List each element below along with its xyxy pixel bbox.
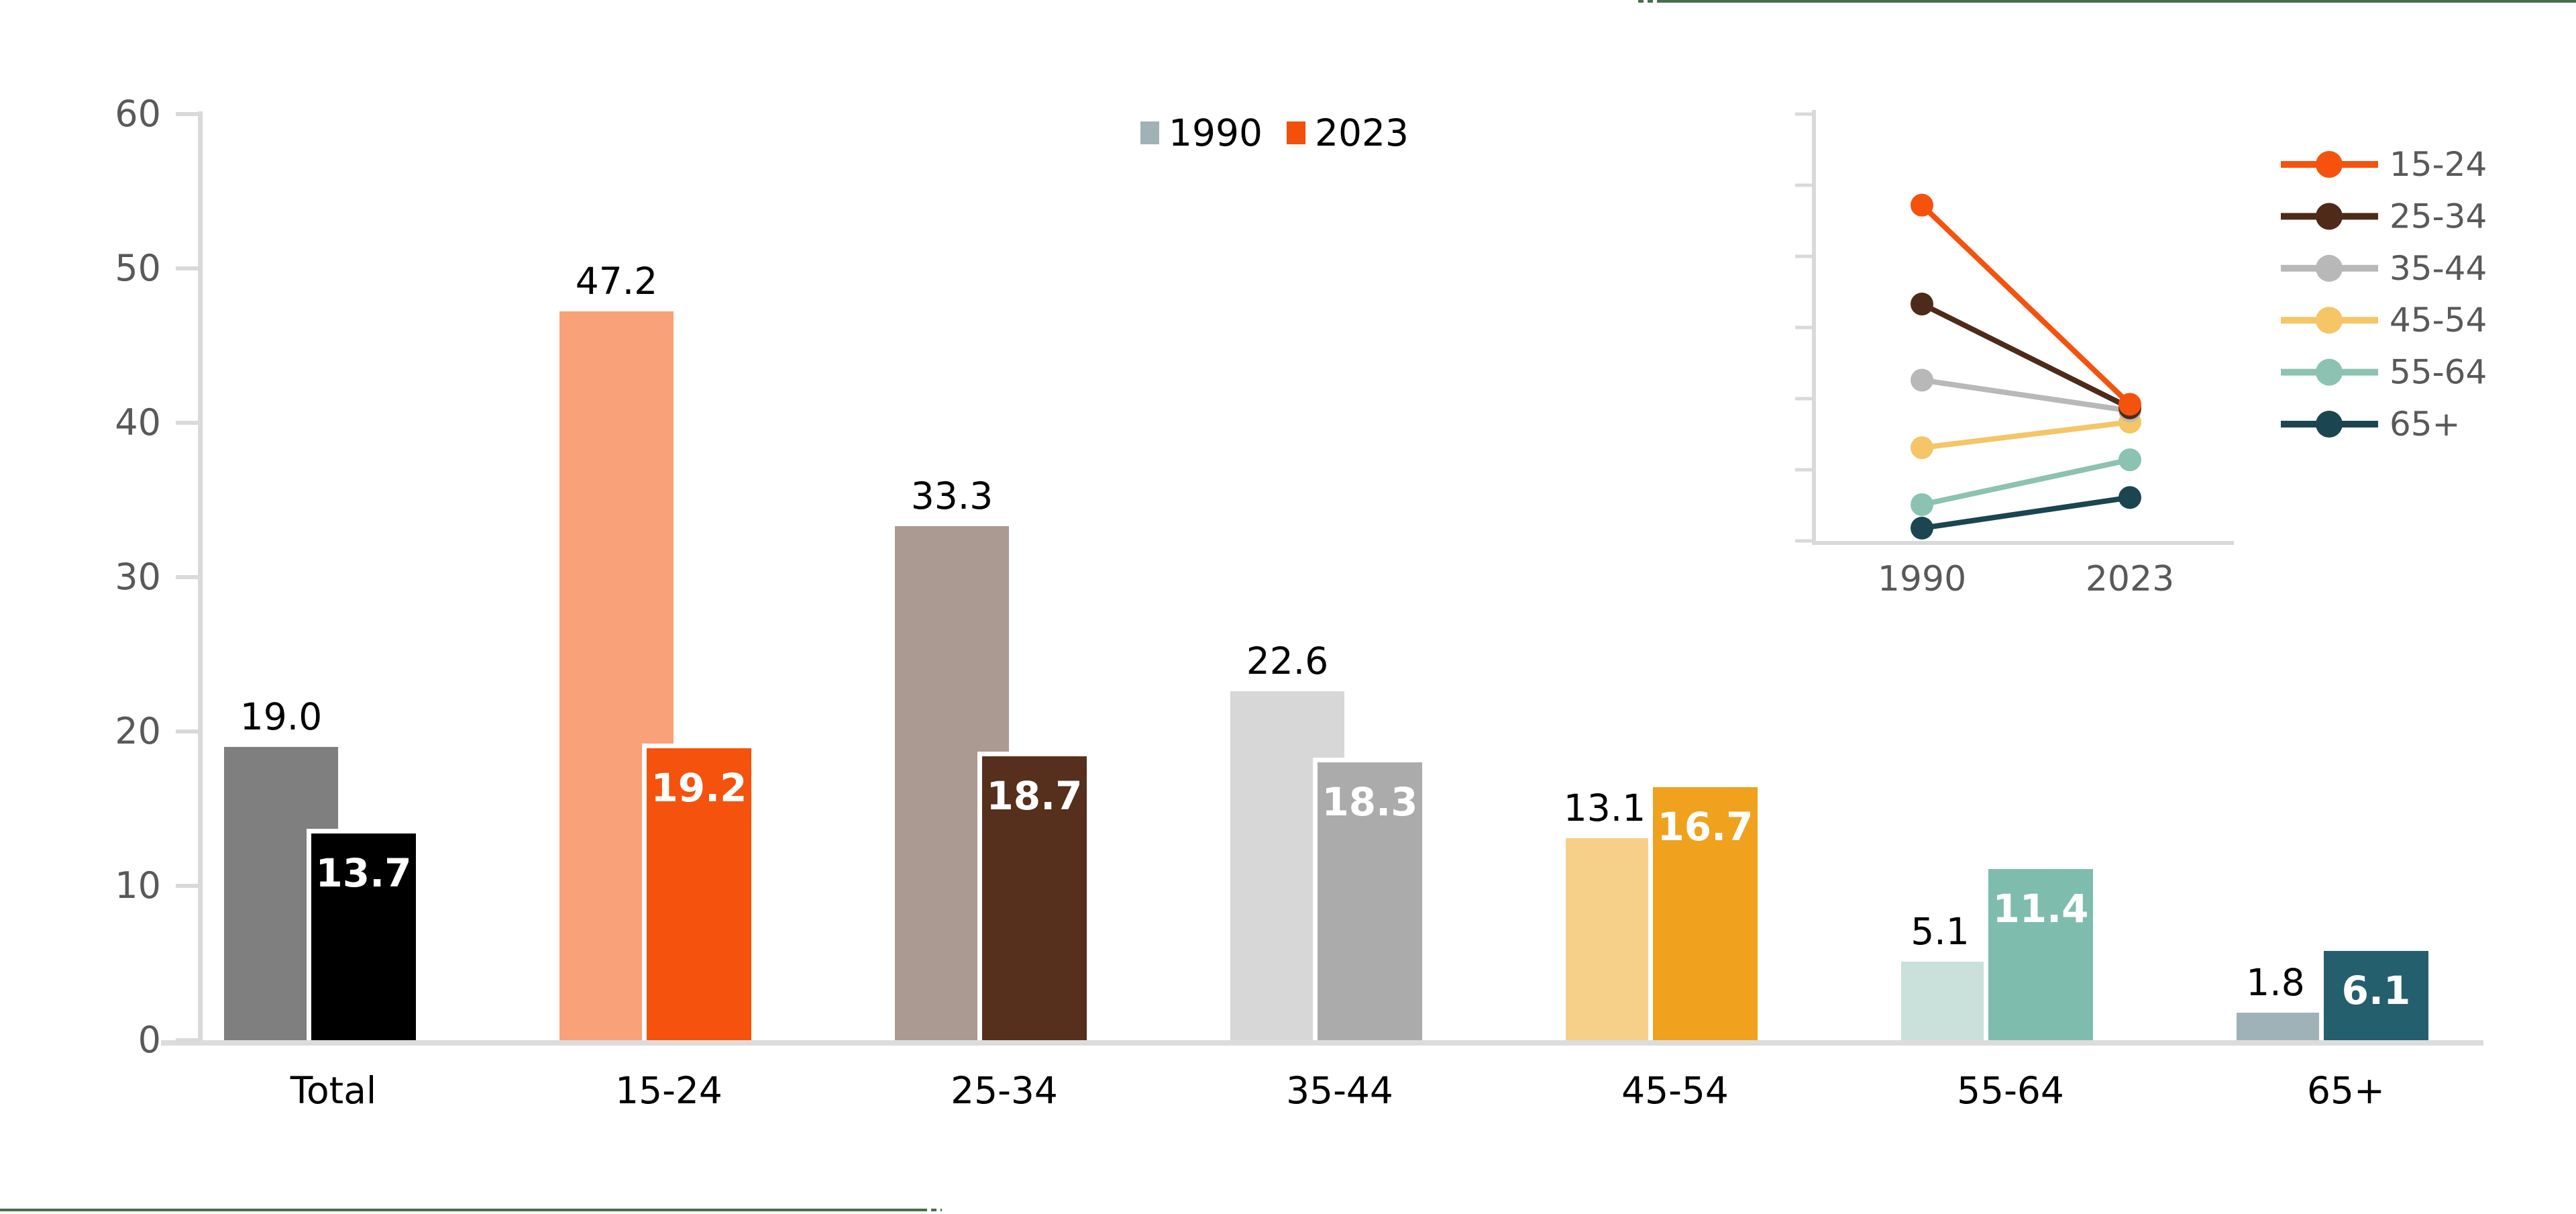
inset-legend-dot-55-64 (2316, 358, 2343, 386)
category-label-45-54: 45-54 (1621, 1069, 1729, 1112)
category-label-35-44: 35-44 (1286, 1069, 1393, 1112)
inset-legend-label-25-34: 25-34 (2390, 197, 2487, 236)
value-label-2023-65+: 6.1 (2341, 968, 2411, 1013)
value-label-1990-45-54: 13.1 (1563, 787, 1646, 829)
inset-line-15-24 (1920, 203, 2132, 407)
bar-2023-65+ (2319, 946, 2433, 1040)
legend-swatch-2023-icon (1287, 121, 1305, 144)
value-label-1990-15-24: 47.2 (575, 260, 658, 303)
inset-point-65+-1990 (1911, 516, 1933, 540)
inset-legend-label-45-54: 45-54 (2390, 301, 2487, 340)
inset-point-45-54-1990 (1911, 436, 1933, 460)
value-label-2023-15-24: 19.2 (651, 765, 747, 811)
y-axis-label: 10 (115, 864, 161, 907)
bar-2023-55-64 (1984, 864, 2098, 1040)
top-right-partial-border (1662, 0, 2576, 3)
inset-point-15-24-2023 (2118, 393, 2141, 416)
y-axis-label: 20 (115, 710, 161, 752)
x-axis-line (161, 1040, 2483, 1046)
inset-point-35-44-1990 (1911, 368, 1933, 392)
inset-legend-label-15-24: 15-24 (2390, 145, 2487, 184)
bar-2023-45-54 (1648, 782, 1762, 1040)
inset-line-65+ (1921, 495, 2131, 531)
legend-label-1990: 1990 (1169, 111, 1263, 154)
inset-point-15-24-1990 (1911, 193, 1933, 217)
y-axis-tick (176, 729, 200, 734)
y-axis-tick (176, 112, 200, 116)
inset-legend-label-55-64: 55-64 (2390, 353, 2487, 392)
inset-line-55-64 (1921, 457, 2131, 507)
bottom-left-partial-border-dotted (922, 1209, 942, 1211)
legend: 1990 2023 (1140, 113, 1424, 153)
value-label-2023-45-54: 16.7 (1657, 804, 1754, 850)
bar-2023-Total (307, 829, 421, 1040)
inset-point-55-64-2023 (2118, 448, 2141, 472)
value-label-2023-25-34: 18.7 (986, 773, 1083, 819)
value-label-2023-35-44: 18.3 (1322, 779, 1418, 825)
inset-legend-label-65+: 65+ (2390, 405, 2461, 444)
inset-legend-dot-15-24 (2316, 151, 2343, 178)
legend-swatch-1990-icon (1140, 121, 1160, 144)
y-axis-tick (176, 575, 200, 579)
inset-point-65+-2023 (2118, 486, 2141, 509)
inset-line-35-44 (1921, 377, 2131, 413)
inset-point-55-64-1990 (1911, 493, 1933, 516)
inset-x-axis-label: 1990 (1878, 559, 1966, 599)
y-axis-tick (176, 1038, 200, 1042)
y-axis-line (198, 111, 203, 1040)
value-label-1990-55-64: 5.1 (1911, 910, 1970, 953)
value-label-1990-Total: 19.0 (239, 695, 323, 738)
y-axis-label: 30 (115, 556, 161, 598)
inset-x-axis-label: 2023 (2086, 559, 2174, 599)
value-label-1990-65+: 1.8 (2246, 961, 2305, 1004)
y-axis-tick (176, 884, 200, 888)
category-label-55-64: 55-64 (1957, 1069, 2064, 1112)
inset-line-45-54 (1921, 419, 2131, 451)
category-label-25-34: 25-34 (951, 1069, 1058, 1112)
top-right-partial-border-dotted (1638, 0, 1662, 3)
inset-legend-dot-45-54 (2316, 307, 2343, 334)
inset-legend-label-35-44: 35-44 (2390, 249, 2487, 288)
inset-line-25-34 (1921, 301, 2131, 411)
bar-2023-35-44 (1313, 758, 1427, 1040)
bottom-left-partial-border (0, 1209, 922, 1211)
value-label-1990-25-34: 33.3 (910, 474, 994, 517)
value-label-1990-35-44: 22.6 (1246, 640, 1329, 682)
inset-point-25-34-1990 (1911, 293, 1933, 316)
legend-label-2023: 2023 (1315, 111, 1409, 154)
y-axis-label: 40 (115, 401, 161, 444)
value-label-2023-Total: 13.7 (315, 850, 412, 896)
y-axis-label: 60 (115, 93, 161, 135)
inset-legend-dot-65+ (2316, 411, 2343, 438)
bar-2023-25-34 (977, 752, 1091, 1040)
y-axis-tick (176, 421, 200, 425)
inset-line-chart: 1990 2023 15-24 25-34 35-44 45-54 55-64 65+ (1795, 110, 2487, 599)
inset-legend-dot-35-44 (2316, 254, 2343, 282)
value-label-2023-55-64: 11.4 (1992, 886, 2089, 931)
y-axis-label: 0 (138, 1019, 161, 1061)
category-label-Total: Total (290, 1069, 377, 1112)
inset-legend-dot-25-34 (2316, 203, 2343, 230)
category-label-15-24: 15-24 (615, 1069, 722, 1112)
bar-2023-15-24 (642, 744, 756, 1040)
y-axis-tick (176, 266, 200, 270)
category-label-65+: 65+ (2306, 1069, 2385, 1112)
y-axis-label: 50 (115, 247, 161, 289)
